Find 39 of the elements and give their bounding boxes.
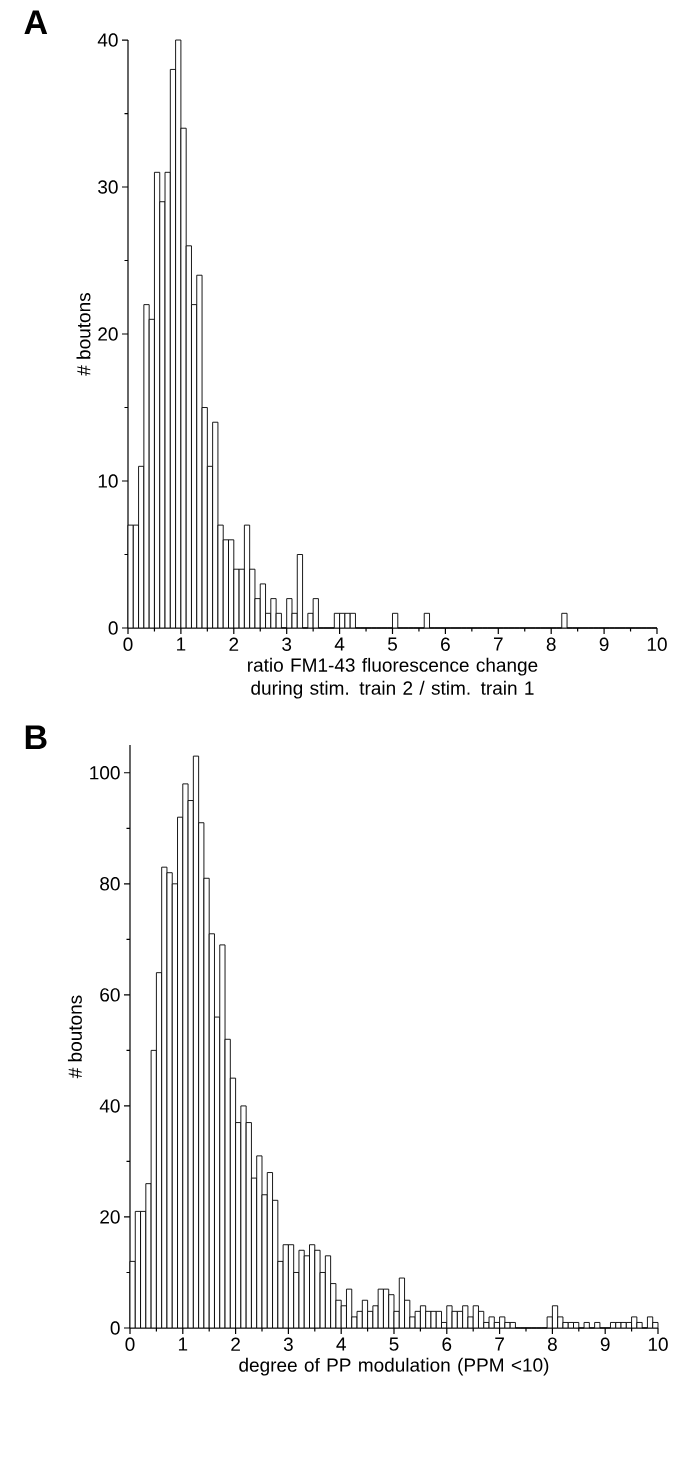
- y-tick-label: 100: [90, 766, 120, 780]
- x-axis-title: ratio FM1-43 fluorescence change during stim. train 2 / stim. train 1: [248, 657, 538, 699]
- x-tick-label: 8: [547, 1337, 557, 1351]
- x-tick-label: 8: [546, 637, 556, 651]
- y-tick-label: 30: [98, 180, 118, 194]
- y-tick-label: 80: [100, 877, 120, 891]
- y-tick-label: 0: [110, 1321, 120, 1335]
- x-axis-title: degree of PP modulation (PPM <10): [239, 1357, 549, 1376]
- x-tick-label: 0: [123, 637, 133, 651]
- x-tick-label: 5: [387, 637, 397, 651]
- x-tick-label: 6: [441, 637, 450, 651]
- x-tick-label: 4: [336, 1337, 346, 1351]
- x-tick-label: 1: [178, 1337, 188, 1351]
- y-axis-title: # boutons: [76, 293, 91, 376]
- x-tick-label: 5: [389, 1337, 399, 1351]
- y-tick-label: 10: [98, 474, 118, 488]
- x-tick-label: 10: [647, 637, 667, 651]
- x-tick-label: 4: [334, 637, 345, 651]
- y-tick-label: 20: [98, 327, 118, 341]
- x-tick-label: 7: [493, 637, 503, 651]
- text: B: [25, 725, 47, 749]
- y-tick-label: 20: [100, 1210, 120, 1224]
- y-tick-label: 40: [99, 1099, 120, 1113]
- x-tick-label: 3: [283, 1337, 293, 1351]
- x-tick-label: 9: [599, 637, 609, 651]
- x-tick-label: 2: [231, 1337, 240, 1351]
- x-tick-label: 7: [495, 1337, 504, 1351]
- x-tick-label: 9: [600, 1337, 610, 1351]
- y-tick-label: 60: [100, 988, 120, 1002]
- x-tick-label: 6: [442, 1337, 452, 1351]
- x-tick-label: 1: [177, 637, 186, 651]
- y-axis-title: # boutons: [67, 995, 82, 1079]
- y-tick-label: 40: [97, 33, 118, 47]
- x-tick-label: 0: [125, 1337, 135, 1351]
- x-tick-label: 3: [282, 637, 292, 651]
- text: A: [24, 10, 48, 34]
- x-tick-label: 10: [648, 1337, 668, 1351]
- x-tick-label: 2: [229, 637, 239, 651]
- y-tick-label: 0: [108, 621, 118, 635]
